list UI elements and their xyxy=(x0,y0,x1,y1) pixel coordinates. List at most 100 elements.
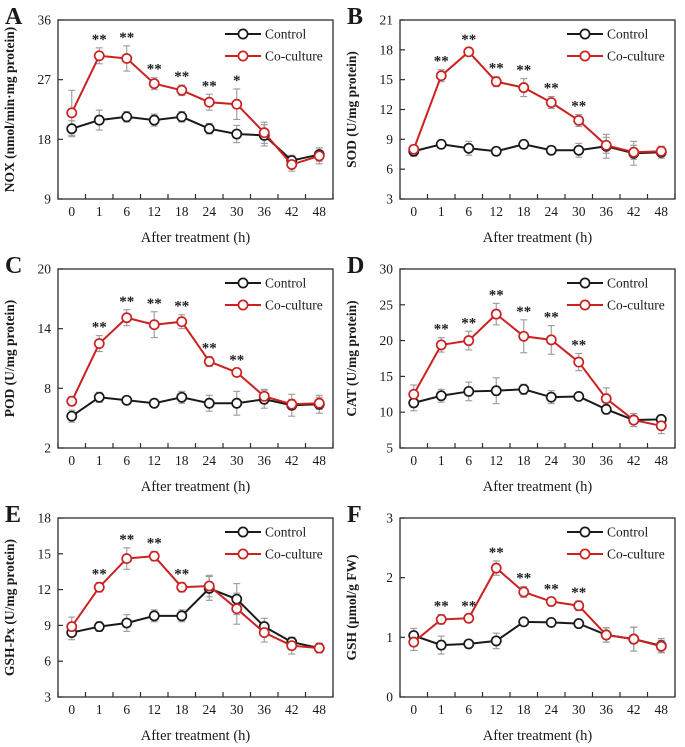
data-point-marker xyxy=(93,391,105,403)
data-point-marker xyxy=(148,397,160,409)
y-tick-label: 10 xyxy=(380,405,394,420)
x-tick-label: 18 xyxy=(175,204,189,219)
data-point-marker xyxy=(463,46,475,58)
data-point-marker xyxy=(628,146,640,158)
y-tick-label: 6 xyxy=(44,654,51,669)
x-tick-label: 12 xyxy=(490,453,504,468)
x-tick-label: 18 xyxy=(517,204,531,219)
significance-asterisk: ** xyxy=(147,62,162,78)
data-point-marker xyxy=(176,111,188,123)
significance-asterisk: ** xyxy=(119,532,134,548)
x-tick-label: 30 xyxy=(572,702,586,717)
series-line xyxy=(413,566,662,648)
data-point-marker xyxy=(231,593,243,605)
data-point-marker xyxy=(258,127,270,139)
x-tick-label: 18 xyxy=(517,702,531,717)
data-point-marker xyxy=(258,390,270,402)
y-tick-label: 27 xyxy=(38,72,52,87)
significance-asterisk: ** xyxy=(516,304,531,320)
series-coculture xyxy=(408,46,667,158)
series-line xyxy=(413,620,662,647)
significance-asterisk: ** xyxy=(92,32,107,48)
data-point-marker xyxy=(490,385,502,397)
data-point-marker xyxy=(600,139,612,151)
x-tick-label: 42 xyxy=(285,204,299,219)
x-tick-label: 1 xyxy=(96,702,103,717)
data-point-marker xyxy=(573,618,585,630)
data-point-marker xyxy=(573,356,585,368)
data-point-marker xyxy=(435,339,447,351)
panel-letter: D xyxy=(347,253,364,279)
data-point-marker xyxy=(231,603,243,615)
x-tick-label: 0 xyxy=(68,453,75,468)
x-axis-title: After treatment (h) xyxy=(483,728,593,744)
significance-asterisk: ** xyxy=(147,535,162,551)
series-coculture xyxy=(408,562,667,652)
y-axis-title: POD (U/mg protein) xyxy=(2,300,17,418)
panel-D: 5 10 15 20 25 30 0 1 6 12 18 24 30 36 42 48 ** ** ** ** ** **… xyxy=(342,249,684,498)
x-tick-label: 18 xyxy=(175,702,189,717)
x-tick-label: 12 xyxy=(148,204,162,219)
legend-label-control: Control xyxy=(607,525,649,540)
significance-asterisk: ** xyxy=(147,296,162,312)
data-point-marker xyxy=(286,159,298,170)
error-bars-control xyxy=(410,617,665,655)
legend: Control Co-culture xyxy=(225,276,323,313)
data-point-marker xyxy=(203,580,215,592)
significance-asterisk: ** xyxy=(174,69,189,85)
data-point-marker xyxy=(655,420,667,432)
x-tick-label: 24 xyxy=(203,204,217,219)
y-tick-label: 2 xyxy=(44,441,51,456)
x-tick-label: 48 xyxy=(655,453,669,468)
y-tick-label: 25 xyxy=(380,297,394,312)
y-tick-label: 8 xyxy=(44,381,51,396)
x-axis-title: After treatment (h) xyxy=(141,479,251,495)
data-point-marker xyxy=(203,96,215,108)
x-tick-label: 42 xyxy=(627,702,641,717)
data-point-marker xyxy=(203,397,215,409)
data-point-marker xyxy=(573,600,585,612)
data-point-marker xyxy=(435,70,447,82)
data-point-marker xyxy=(93,621,105,633)
y-tick-label: 15 xyxy=(380,369,394,384)
x-tick-label: 24 xyxy=(545,204,559,219)
y-axis: 5 10 15 20 25 30 xyxy=(380,262,405,456)
data-point-marker xyxy=(600,403,612,415)
legend-label-control: Control xyxy=(607,276,649,291)
y-tick-label: 20 xyxy=(380,333,394,348)
data-point-marker xyxy=(121,553,133,565)
significance-markers: ** **** **** * xyxy=(92,30,241,94)
data-point-marker xyxy=(655,640,667,652)
x-tick-label: 6 xyxy=(123,702,130,717)
y-axis: 9 18 27 36 xyxy=(38,13,63,207)
y-tick-label: 3 xyxy=(44,690,51,705)
data-point-marker xyxy=(286,398,298,410)
data-point-marker xyxy=(463,385,475,397)
legend-label-control: Control xyxy=(265,27,307,42)
x-tick-label: 1 xyxy=(438,204,445,219)
y-axis: 2 8 14 20 xyxy=(38,262,63,456)
data-point-marker xyxy=(66,395,78,407)
y-axis-title: NOX (nmol/min·mg protein) xyxy=(2,27,17,193)
legend: Control Co-culture xyxy=(567,525,665,562)
panel-letter: B xyxy=(347,4,363,30)
y-tick-label: 6 xyxy=(386,162,393,177)
significance-markers: ** ** ** ** ** ** xyxy=(434,545,587,615)
significance-asterisk: ** xyxy=(202,341,217,357)
y-tick-label: 18 xyxy=(38,511,52,526)
series-line xyxy=(71,587,320,650)
legend-marker xyxy=(237,526,249,538)
data-point-marker xyxy=(573,390,585,402)
data-point-marker xyxy=(435,639,447,651)
y-axis: 3 6 9 12 15 18 21 xyxy=(380,13,405,207)
data-point-marker xyxy=(545,391,557,403)
significance-asterisk: ** xyxy=(516,63,531,79)
x-axis-title: After treatment (h) xyxy=(141,230,251,246)
data-point-marker xyxy=(518,330,530,342)
data-point-marker xyxy=(518,82,530,94)
x-tick-label: 30 xyxy=(230,204,244,219)
panel-E: 3 6 9 12 15 18 0 1 6 12 18 24 30 36 42 48 ** ** ** ** Contro… xyxy=(0,498,342,747)
y-tick-label: 3 xyxy=(386,192,393,207)
